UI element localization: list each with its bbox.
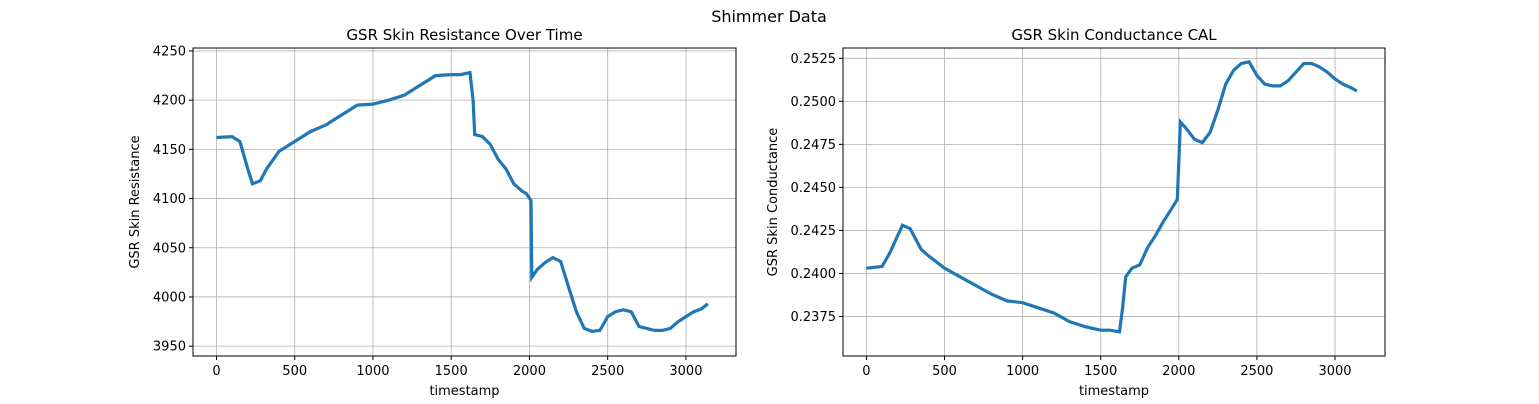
chart-conductance-title: GSR Skin Conductance CAL <box>1011 26 1217 44</box>
chart-resistance-frame <box>193 48 736 356</box>
chart-resistance-xtick-label: 1500 <box>435 364 468 379</box>
chart-conductance-frame <box>843 48 1385 356</box>
chart-conductance-xtick-label: 1000 <box>1006 364 1039 379</box>
chart-conductance: 0 500 1000 1500 2000 2500 3000 0.2375 0.2400 0.24… <box>766 26 1385 399</box>
chart-conductance-xtick-label: 2500 <box>1240 364 1273 379</box>
chart-conductance-ylabel: GSR Skin Conductance <box>766 128 781 277</box>
chart-conductance-ytick-label: 0.2400 <box>791 267 837 282</box>
chart-conductance-xlabel: timestamp <box>1079 384 1149 399</box>
chart-conductance-ytick-label: 0.2500 <box>791 95 837 110</box>
figure-suptitle: Shimmer Data <box>711 7 827 26</box>
chart-resistance-ytick-label: 4050 <box>153 241 186 256</box>
chart-resistance-ytick-label: 4100 <box>153 192 186 207</box>
chart-conductance-xtick-label: 0 <box>862 364 870 379</box>
chart-conductance-ytick-label: 0.2475 <box>791 138 837 153</box>
chart-conductance-series-line <box>866 62 1357 332</box>
chart-conductance-xtick-label: 500 <box>932 364 957 379</box>
chart-resistance-xtick-label: 2500 <box>591 364 624 379</box>
chart-resistance-series-line <box>217 73 708 332</box>
chart-resistance-ylabel: GSR Skin Resistance <box>128 135 143 268</box>
chart-resistance-ytick-label: 3950 <box>153 340 186 355</box>
chart-resistance-ytick-label: 4000 <box>153 290 186 305</box>
chart-resistance-xtick-label: 500 <box>282 364 307 379</box>
chart-conductance-ytick-label: 0.2525 <box>791 52 837 67</box>
chart-resistance-xtick-label: 3000 <box>669 364 702 379</box>
chart-resistance-ytick-label: 4200 <box>153 94 186 109</box>
chart-resistance-xtick-label: 0 <box>212 364 220 379</box>
chart-conductance-xtick-label: 2000 <box>1162 364 1195 379</box>
chart-resistance-xtick-label: 2000 <box>513 364 546 379</box>
chart-resistance-ytick-label: 4250 <box>153 44 186 59</box>
chart-resistance-xtick-label: 1000 <box>356 364 389 379</box>
chart-resistance: 0 500 1000 1500 2000 2500 3000 3950 4000 4050 4100… <box>128 26 736 399</box>
chart-resistance-ytick-label: 4150 <box>153 143 186 158</box>
chart-resistance-xlabel: timestamp <box>429 384 499 399</box>
chart-conductance-ytick-label: 0.2425 <box>791 224 837 239</box>
chart-conductance-xtick-label: 3000 <box>1318 364 1351 379</box>
chart-conductance-xtick-label: 1500 <box>1084 364 1117 379</box>
chart-conductance-ytick-label: 0.2450 <box>791 181 837 196</box>
chart-conductance-ytick-label: 0.2375 <box>791 310 837 325</box>
chart-resistance-title: GSR Skin Resistance Over Time <box>346 26 582 44</box>
